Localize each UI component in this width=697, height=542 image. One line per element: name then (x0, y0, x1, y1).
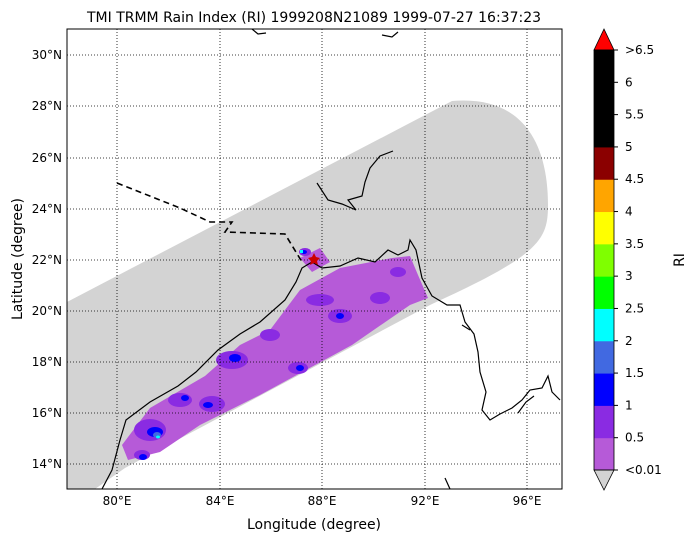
cbar-tick-8: 4 (625, 205, 633, 219)
cbar-tick-13: >6.5 (625, 43, 654, 57)
cbar-tick-12: 6 (625, 75, 633, 89)
colorbar-frame (593, 49, 615, 471)
cbar-tick-5: 2.5 (625, 301, 644, 315)
storm-center-marker (308, 253, 320, 265)
colorbar-cell (594, 308, 614, 342)
colorbar-cell (594, 50, 614, 83)
cbar-tick-1: 0.5 (625, 431, 644, 445)
y-axis-label: Latitude (degree) (10, 198, 26, 320)
colorbar-cell (594, 276, 614, 309)
colorbar-cell (594, 114, 614, 148)
y-tick-20: 20°N (32, 304, 62, 318)
cbar-tick-9: 4.5 (625, 172, 644, 186)
colorbar-cell (594, 146, 614, 180)
colorbar-under-triangle (593, 469, 615, 491)
y-tick-22: 22°N (32, 253, 62, 267)
cbar-tick-2: 1 (625, 398, 633, 412)
cbar-tick-4: 2 (625, 334, 633, 348)
y-tick-16: 16°N (32, 406, 62, 420)
cbar-tick-10: 5 (625, 140, 633, 154)
x-axis-label: Longitude (degree) (247, 517, 381, 533)
cbar-tick-6: 3 (625, 269, 633, 283)
cbar-tick-0: <0.01 (625, 463, 662, 477)
y-tick-30: 30°N (32, 48, 62, 62)
colorbar-over-triangle (593, 28, 615, 51)
colorbar-cell (594, 243, 614, 277)
y-tick-18: 18°N (32, 355, 62, 369)
colorbar-tick-labels: <0.01 0.5 1 1.5 2 2.5 3 3.5 4 4.5 5 5.5 … (625, 43, 662, 477)
x-tick-labels: 80°E 84°E 88°E 92°E 96°E (103, 494, 542, 508)
x-tick-84: 84°E (206, 494, 235, 508)
map-frame (66, 28, 563, 490)
x-tick-96: 96°E (513, 494, 542, 508)
y-tick-24: 24°N (32, 202, 62, 216)
colorbar-cell (594, 437, 614, 471)
cbar-tick-7: 3.5 (625, 237, 644, 251)
border-dashed (116, 182, 303, 263)
x-tick-92: 92°E (411, 494, 440, 508)
colorbar-cell (594, 179, 614, 213)
colorbar-cell (594, 373, 614, 406)
map-panel: 80°E 84°E 88°E 92°E 96°E 30°N 28°N 26°N … (10, 28, 563, 533)
x-tick-88: 88°E (308, 494, 337, 508)
colorbar-cell (594, 82, 614, 116)
cbar-tick-3: 1.5 (625, 366, 644, 380)
y-tick-14: 14°N (32, 457, 62, 471)
x-tick-80: 80°E (103, 494, 132, 508)
colorbar-cell (594, 405, 614, 439)
y-tick-28: 28°N (32, 99, 62, 113)
y-tick-26: 26°N (32, 151, 62, 165)
y-tick-labels: 30°N 28°N 26°N 24°N 22°N 20°N 18°N 16°N … (32, 48, 62, 471)
cbar-tick-11: 5.5 (625, 108, 644, 122)
figure-title: TMI TRMM Rain Index (RI) 1999208N21089 1… (86, 10, 541, 26)
colorbar-cells (594, 49, 618, 471)
colorbar-label: RI (672, 253, 688, 267)
colorbar-cell (594, 211, 614, 245)
colorbar-cell (594, 340, 614, 374)
colorbar: <0.01 0.5 1 1.5 2 2.5 3 3.5 4 4.5 5 5.5 … (593, 28, 688, 491)
